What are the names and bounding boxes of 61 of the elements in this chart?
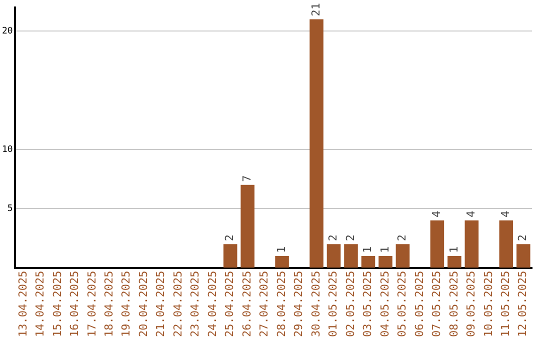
x-tick-label: 15.04.2025 bbox=[50, 270, 64, 338]
data-label: 7 bbox=[240, 175, 254, 182]
x-tick-label: 30.04.2025 bbox=[309, 270, 322, 338]
x-tick-label: 28.04.2025 bbox=[274, 270, 288, 338]
y-tick-label: 20 bbox=[2, 26, 13, 36]
x-tick-label: 16.04.2025 bbox=[68, 270, 82, 338]
x-tick-label: 06.05.2025 bbox=[412, 270, 426, 338]
x-tick-label: 10.05.2025 bbox=[482, 270, 495, 338]
data-label: 21 bbox=[309, 2, 322, 16]
x-tick-label: 23.04.2025 bbox=[188, 270, 202, 338]
x-tick-label: 19.04.2025 bbox=[120, 270, 133, 338]
x-tick-label: 01.05.2025 bbox=[326, 270, 340, 338]
x-tick-label: 17.04.2025 bbox=[85, 270, 98, 338]
data-label: 2 bbox=[396, 234, 409, 242]
bar bbox=[344, 244, 358, 268]
x-tick-label: 07.05.2025 bbox=[430, 270, 444, 338]
data-label: 1 bbox=[274, 246, 288, 253]
data-label: 1 bbox=[378, 246, 392, 253]
bar bbox=[361, 256, 376, 268]
bar bbox=[516, 244, 530, 268]
data-label: 4 bbox=[499, 210, 512, 218]
data-label: 2 bbox=[516, 234, 530, 242]
x-tick-label: 26.04.2025 bbox=[240, 270, 254, 338]
data-label: 2 bbox=[344, 234, 357, 242]
x-tick-label: 11.05.2025 bbox=[499, 270, 512, 338]
bar bbox=[223, 244, 238, 268]
x-tick-label: 21.04.2025 bbox=[154, 270, 168, 338]
x-tick-label: 18.04.2025 bbox=[102, 270, 116, 338]
bar bbox=[275, 256, 289, 268]
bar bbox=[499, 220, 514, 268]
x-tick-label: 14.04.2025 bbox=[34, 270, 47, 338]
x-tick-label: 08.05.2025 bbox=[447, 270, 460, 338]
data-label: 2 bbox=[223, 234, 236, 242]
x-tick-label: 12.05.2025 bbox=[516, 270, 530, 338]
x-tick-label: 02.05.2025 bbox=[344, 270, 357, 338]
bar bbox=[396, 244, 410, 268]
x-tick-label: 27.04.2025 bbox=[258, 270, 271, 338]
x-tick-label: 03.05.2025 bbox=[361, 270, 374, 338]
bar bbox=[240, 184, 254, 268]
x-tick-label: 29.04.2025 bbox=[292, 270, 306, 338]
bar bbox=[326, 244, 341, 268]
x-tick-label: 04.05.2025 bbox=[378, 270, 392, 338]
x-tick-label: 22.04.2025 bbox=[171, 270, 184, 338]
bar bbox=[310, 19, 324, 268]
x-tick-label: 25.04.2025 bbox=[223, 270, 236, 338]
x-tick-label: 09.05.2025 bbox=[464, 270, 478, 338]
y-tick-label: 5 bbox=[7, 204, 13, 214]
bar bbox=[378, 256, 392, 268]
x-tick-label: 13.04.2025 bbox=[16, 270, 30, 338]
data-label: 4 bbox=[464, 210, 478, 218]
data-label: 2 bbox=[326, 234, 340, 242]
x-tick-label: 20.04.2025 bbox=[136, 270, 150, 338]
data-label: 1 bbox=[361, 246, 374, 253]
y-tick-label: 10 bbox=[2, 144, 13, 155]
data-label: 1 bbox=[447, 246, 460, 253]
bar bbox=[430, 220, 444, 268]
data-label: 4 bbox=[430, 210, 444, 218]
bar bbox=[448, 256, 462, 268]
bar bbox=[464, 220, 479, 268]
x-tick-label: 05.05.2025 bbox=[396, 270, 409, 338]
x-tick-label: 24.04.2025 bbox=[206, 270, 219, 338]
